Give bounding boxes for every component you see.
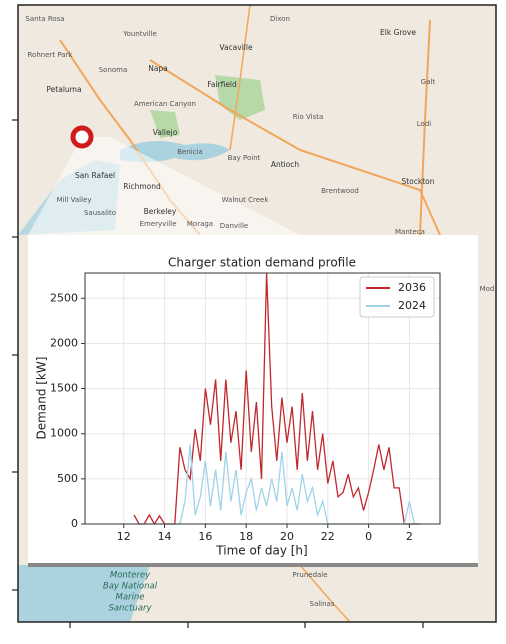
place-label: Antioch	[271, 160, 300, 169]
place-label: Moraga	[187, 220, 213, 228]
place-label: American Canyon	[134, 100, 196, 108]
place-label: Berkeley	[144, 207, 177, 216]
x-tick-label: 18	[239, 530, 253, 543]
place-label: Richmond	[123, 182, 161, 191]
place-label: Vallejo	[153, 128, 178, 137]
place-label: Lodi	[417, 120, 432, 128]
place-label: Petaluma	[46, 85, 81, 94]
x-tick-label: 22	[321, 530, 335, 543]
place-label: Prunedale	[292, 571, 327, 579]
panel-shadow	[28, 563, 478, 567]
road	[419, 19, 431, 236]
place-label: Danville	[220, 222, 248, 230]
plot-frame	[84, 272, 441, 525]
frame-ticks	[12, 119, 424, 628]
road	[299, 564, 351, 623]
place-label: Benicia	[177, 148, 203, 156]
x-tick-label: 12	[117, 530, 131, 543]
sanctuary-label: Marine	[115, 593, 144, 603]
road	[229, 4, 251, 151]
legend-label: 2036	[398, 281, 426, 294]
place-label: Sausalito	[84, 209, 116, 217]
place-label: Emeryville	[140, 220, 177, 228]
y-tick-label: 1000	[50, 427, 78, 440]
place-label: Sonoma	[99, 66, 128, 74]
y-tick-label: 2000	[50, 336, 78, 349]
x-tick-label: 20	[280, 530, 294, 543]
y-tick-label: 500	[57, 472, 78, 485]
chart-title: Charger station demand profile	[168, 256, 356, 270]
place-label: Brentwood	[321, 187, 359, 195]
callout-wedge	[28, 137, 300, 235]
place-label: Rio Vista	[293, 113, 324, 121]
place-label: Stockton	[401, 177, 434, 186]
place-label: Dixon	[270, 15, 290, 23]
location-marker[interactable]	[70, 125, 94, 149]
x-tick-label: 2	[406, 530, 413, 543]
x-tick-label: 14	[158, 530, 172, 543]
place-label: Mill Valley	[57, 196, 92, 204]
chart: Charger station demand profile Time of d…	[35, 256, 441, 558]
place-label: Bay Point	[228, 154, 261, 162]
place-label: Yountville	[122, 30, 157, 38]
marsh	[150, 110, 180, 138]
place-label: Manteca	[395, 228, 425, 236]
x-tick-label: 16	[198, 530, 212, 543]
road	[149, 59, 441, 236]
place-label: Vacaville	[219, 43, 253, 52]
place-label: Walnut Creek	[222, 196, 270, 204]
place-label: Santa Rosa	[25, 15, 64, 23]
place-label: Mod	[480, 285, 495, 293]
place-label: San Rafael	[75, 171, 115, 180]
series-line	[133, 272, 420, 526]
x-axis-title: Time of day [h]	[215, 544, 307, 558]
place-label: Rohnert Park	[28, 51, 74, 59]
place-label: Galt	[421, 78, 436, 86]
y-tick-label: 1500	[50, 382, 78, 395]
map-frame	[17, 4, 497, 623]
y-tick-label: 2500	[50, 291, 78, 304]
y-tick-label: 0	[71, 517, 78, 530]
ocean	[18, 565, 150, 622]
place-label: Napa	[148, 64, 168, 73]
sanctuary-label: Sanctuary	[108, 604, 152, 614]
place-label: Elk Grove	[380, 28, 416, 37]
place-label: Salinas	[310, 600, 335, 608]
sanctuary-label: Bay National	[103, 582, 158, 592]
sanctuary-label: Monterey	[110, 571, 151, 581]
legend-label: 2024	[398, 299, 426, 312]
place-label: Fairfield	[207, 80, 237, 89]
y-axis-title: Demand [kW]	[35, 357, 49, 440]
x-tick-label: 0	[365, 530, 372, 543]
